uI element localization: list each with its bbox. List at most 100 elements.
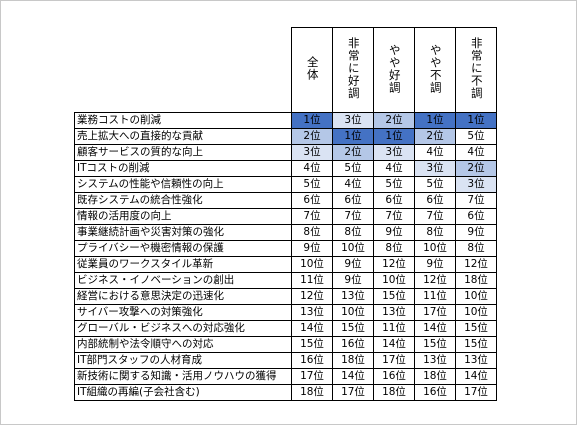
table-row: プライバシーや機密情報の保護 9位 10位 8位 10位 8位: [74, 240, 497, 257]
table-row: 既存システムの統合性強化 6位 6位 6位 6位 7位: [74, 192, 497, 209]
rank-cell: 17位: [455, 384, 497, 401]
rank-cell: 3位: [414, 160, 456, 177]
rank-cell: 18位: [291, 384, 333, 401]
table-row: システムの性能や信頼性の向上 5位 4位 5位 5位 3位: [74, 176, 497, 193]
rank-cell: 7位: [332, 208, 374, 225]
rank-cell: 4位: [414, 144, 456, 161]
table-row: 顧客サービスの質的な向上 3位 2位 3位 4位 4位: [74, 144, 497, 161]
rank-cell: 12位: [455, 256, 497, 273]
rank-cell: 18位: [455, 272, 497, 289]
rank-cell: 13位: [332, 288, 374, 305]
rank-cell: 14位: [291, 320, 333, 337]
table-row: IT組織の再編(子会社含む) 18位 17位 18位 16位 17位: [74, 384, 497, 401]
rank-cell: 2位: [414, 128, 456, 145]
row-label: IT組織の再編(子会社含む): [74, 384, 292, 401]
rank-cell: 10位: [414, 240, 456, 257]
rank-cell: 3位: [332, 112, 374, 129]
header-row: 全体 非常に好調 やや好調 やや不調 非常に不調: [74, 27, 497, 113]
rank-cell: 1位: [414, 112, 456, 129]
rank-cell: 16位: [332, 336, 374, 353]
rank-cell: 13位: [373, 304, 415, 321]
rank-cell: 9位: [414, 256, 456, 273]
rank-cell: 8位: [373, 240, 415, 257]
rank-cell: 18位: [332, 352, 374, 369]
rank-cell: 12位: [291, 288, 333, 305]
row-label: 情報の活用度の向上: [74, 208, 292, 225]
rank-cell: 12位: [373, 256, 415, 273]
row-label: 顧客サービスの質的な向上: [74, 144, 292, 161]
rank-cell: 10位: [332, 304, 374, 321]
rank-cell: 7位: [291, 208, 333, 225]
column-header-label: やや好調: [387, 43, 402, 94]
row-label: 既存システムの統合性強化: [74, 192, 292, 209]
row-label: ITコストの削減: [74, 160, 292, 177]
rank-cell: 5位: [291, 176, 333, 193]
rank-cell: 11位: [373, 320, 415, 337]
rank-cell: 8位: [332, 224, 374, 241]
column-header: やや不調: [414, 27, 456, 113]
rank-cell: 5位: [455, 128, 497, 145]
rank-cell: 5位: [373, 176, 415, 193]
rank-cell: 4位: [373, 160, 415, 177]
rank-cell: 9位: [332, 256, 374, 273]
rank-cell: 2位: [373, 112, 415, 129]
column-header-label: 全体: [305, 56, 320, 81]
ranking-table: 全体 非常に好調 やや好調 やや不調 非常に不調 業務コストの削減 1位 3位 2位 1…: [74, 27, 497, 401]
rank-cell: 1位: [332, 128, 374, 145]
row-label: 内部統制や法令順守への対応: [74, 336, 292, 353]
rank-cell: 4位: [455, 144, 497, 161]
rank-cell: 15位: [332, 320, 374, 337]
row-label: グローバル・ビジネスへの対応強化: [74, 320, 292, 337]
rank-cell: 1位: [373, 128, 415, 145]
rank-cell: 5位: [332, 160, 374, 177]
rank-cell: 17位: [373, 352, 415, 369]
rank-cell: 5位: [414, 176, 456, 193]
rank-cell: 14位: [373, 336, 415, 353]
rank-cell: 8位: [455, 240, 497, 257]
rank-cell: 18位: [414, 368, 456, 385]
rank-cell: 3位: [291, 144, 333, 161]
column-header-label: 非常に不調: [469, 37, 484, 100]
rank-cell: 8位: [291, 224, 333, 241]
rank-cell: 8位: [414, 224, 456, 241]
column-header: 非常に不調: [455, 27, 497, 113]
rank-cell: 4位: [332, 176, 374, 193]
row-label: IT部門スタッフの人材育成: [74, 352, 292, 369]
rank-cell: 6位: [414, 192, 456, 209]
rank-cell: 14位: [414, 320, 456, 337]
table-row: 内部統制や法令順守への対応 15位 16位 14位 15位 15位: [74, 336, 497, 353]
rank-cell: 6位: [332, 192, 374, 209]
rank-cell: 9位: [332, 272, 374, 289]
table-row: 業務コストの削減 1位 3位 2位 1位 1位: [74, 112, 497, 129]
rank-cell: 17位: [414, 304, 456, 321]
column-header-label: 非常に好調: [346, 37, 361, 100]
rank-cell: 16位: [291, 352, 333, 369]
table-row: 新技術に関する知識・活用ノウハウの獲得 17位 14位 16位 18位 14位: [74, 368, 497, 385]
row-label: 従業員のワークスタイル革新: [74, 256, 292, 273]
rank-cell: 7位: [414, 208, 456, 225]
row-label: 新技術に関する知識・活用ノウハウの獲得: [74, 368, 292, 385]
column-header-label: やや不調: [428, 43, 443, 94]
rank-cell: 3位: [373, 144, 415, 161]
table-row: 従業員のワークスタイル革新 10位 9位 12位 9位 12位: [74, 256, 497, 273]
rank-cell: 2位: [291, 128, 333, 145]
rank-cell: 15位: [291, 336, 333, 353]
rank-cell: 14位: [332, 368, 374, 385]
rank-cell: 16位: [373, 368, 415, 385]
rank-cell: 4位: [291, 160, 333, 177]
rank-cell: 11位: [291, 272, 333, 289]
rank-cell: 12位: [414, 272, 456, 289]
header-corner: [74, 27, 292, 113]
rank-cell: 17位: [291, 368, 333, 385]
table-row: 経営における意思決定の迅速化 12位 13位 15位 11位 10位: [74, 288, 497, 305]
rank-cell: 16位: [414, 384, 456, 401]
rank-cell: 14位: [455, 368, 497, 385]
rank-cell: 9位: [455, 224, 497, 241]
row-label: プライバシーや機密情報の保護: [74, 240, 292, 257]
rank-cell: 10位: [332, 240, 374, 257]
column-header: やや好調: [373, 27, 415, 113]
rank-cell: 1位: [291, 112, 333, 129]
rank-cell: 18位: [373, 384, 415, 401]
row-label: 売上拡大への直接的な貢献: [74, 128, 292, 145]
rank-cell: 15位: [414, 336, 456, 353]
